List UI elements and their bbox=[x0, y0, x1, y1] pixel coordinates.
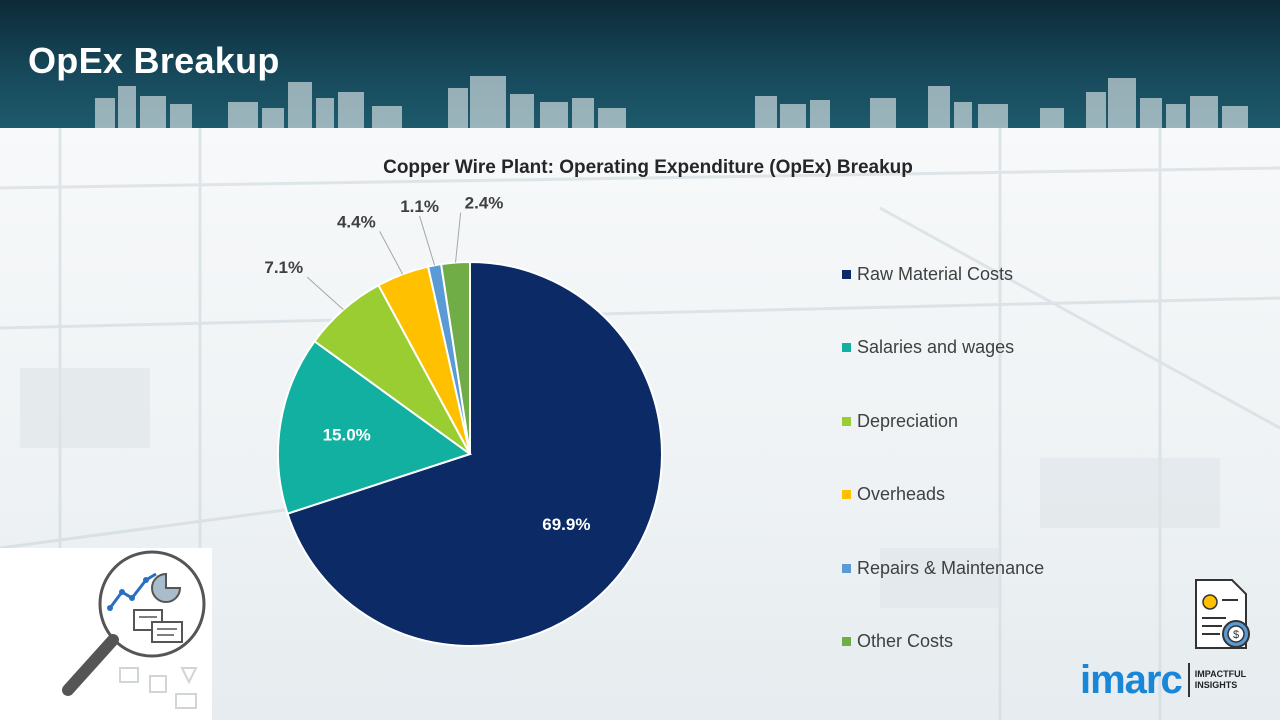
leader-line-depreciation bbox=[306, 276, 344, 311]
legend-swatch bbox=[842, 343, 851, 352]
legend-swatch bbox=[842, 563, 851, 573]
chart-legend: Raw Material Costs Salaries and wages Depr… bbox=[842, 262, 1044, 703]
leader-line-other-costs bbox=[455, 212, 462, 263]
chart-title: Copper Wire Plant: Operating Expenditure… bbox=[383, 157, 913, 178]
leader-line-repairs-maintenance bbox=[419, 215, 436, 266]
brand-tagline: IMPACTFUL INSIGHTS bbox=[1195, 669, 1251, 691]
legend-swatch bbox=[842, 637, 851, 646]
pie-slice-salaries-and-wages bbox=[277, 339, 473, 515]
legend-swatch bbox=[842, 269, 851, 279]
legend-label: Raw Material Costs bbox=[857, 263, 1014, 284]
factory-background-decoration bbox=[0, 128, 1280, 720]
legend-label: Overheads bbox=[857, 484, 946, 504]
data-label-salaries-and-wages: 15.0% bbox=[323, 426, 371, 445]
legend-label: Other Costs bbox=[857, 631, 954, 651]
legend-label: Repairs & Maintenance bbox=[857, 557, 1045, 578]
document-cost-icon: $ bbox=[1195, 579, 1250, 649]
legend-item-raw-material-costs: Raw Material Costs bbox=[842, 262, 1044, 286]
legend-item-salaries-and-wages: Salaries and wages bbox=[842, 336, 1044, 360]
city-skyline-decoration bbox=[95, 76, 1248, 128]
brand-tagline-line1: IMPACTFUL bbox=[1194, 669, 1247, 679]
legend-item-repairs-maintenance: Repairs & Maintenance bbox=[842, 556, 1044, 580]
svg-text:$: $ bbox=[1233, 629, 1239, 641]
brand-wordmark: imarc bbox=[1080, 658, 1183, 702]
legend-item-overheads: Overheads bbox=[842, 483, 1044, 507]
legend-label: Depreciation bbox=[857, 410, 959, 431]
data-label-other-costs: 2.4% bbox=[465, 194, 504, 213]
header-banner: OpEx Breakup bbox=[0, 0, 1280, 128]
magnifier-chart-icon bbox=[62, 550, 206, 709]
leader-line-overheads bbox=[379, 231, 404, 275]
brand-logo: imarc IMPACTFUL INSIGHTS bbox=[1080, 660, 1251, 700]
pie-slice-raw-material-costs bbox=[286, 260, 663, 647]
data-label-depreciation: 7.1% bbox=[264, 258, 303, 277]
data-label-overheads: 4.4% bbox=[337, 212, 376, 231]
brand-tagline-line2: INSIGHTS bbox=[1194, 680, 1238, 690]
data-label-repairs-maintenance: 1.1% bbox=[400, 197, 439, 216]
brand-divider bbox=[1187, 663, 1190, 697]
analytics-magnifier-illustration bbox=[0, 548, 212, 720]
page-title: OpEx Breakup bbox=[28, 40, 280, 81]
data-label-raw-material-costs: 69.9% bbox=[542, 515, 590, 534]
legend-swatch bbox=[842, 416, 851, 426]
legend-label: Salaries and wages bbox=[857, 337, 1015, 357]
legend-item-depreciation: Depreciation bbox=[842, 409, 1044, 433]
legend-swatch bbox=[842, 490, 851, 499]
legend-item-other-costs: Other Costs bbox=[842, 630, 1044, 654]
